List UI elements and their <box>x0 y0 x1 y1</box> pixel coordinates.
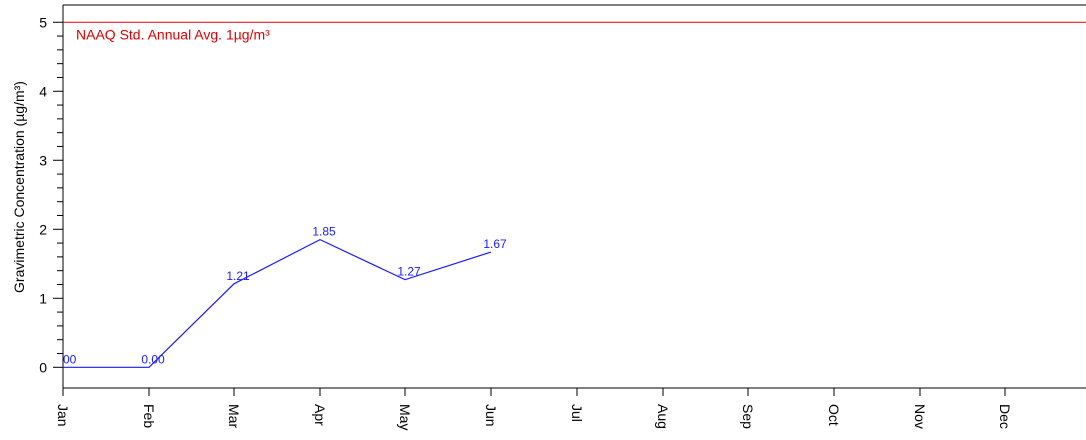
x-tick-label: Nov <box>912 404 928 429</box>
naaq-standard-label: NAAQ Std. Annual Avg. 1µg/m³ <box>76 26 270 42</box>
x-tick-label: Dec <box>997 404 1013 429</box>
data-label: 0.00 <box>141 352 165 366</box>
x-tick-label: Jan <box>55 404 71 427</box>
reference-line-group: NAAQ Std. Annual Avg. 1µg/m³ <box>63 21 1086 42</box>
axes: 0 1 2 3 4 5 Jan Feb Mar Apr May Jun Jul Aug Sep Oct Nov D… <box>39 4 1086 430</box>
x-tick-label: Jul <box>569 404 585 422</box>
series-group: 00 0.00 1.21 1.85 1.27 1.67 <box>63 225 507 368</box>
y-tick-label: 2 <box>39 221 47 237</box>
y-tick-label: 4 <box>39 83 47 99</box>
y-tick-label: 3 <box>39 152 47 168</box>
y-axis-title: Gravimetric Concentration (µg/m³) <box>11 81 27 293</box>
x-tick-label: Apr <box>312 404 328 426</box>
y-tick-label: 0 <box>39 359 47 375</box>
x-tick-label: Feb <box>141 404 157 428</box>
data-label: 1.21 <box>226 269 250 283</box>
x-tick-label: Sep <box>740 404 756 429</box>
y-tick-label: 5 <box>39 14 47 30</box>
y-tick-label: 1 <box>39 290 47 306</box>
x-tick-label: Oct <box>826 404 842 426</box>
data-label: 00 <box>63 352 77 366</box>
series-line <box>63 238 492 368</box>
x-tick-label: May <box>397 404 413 430</box>
x-tick-label: Jun <box>483 404 499 427</box>
x-tick-label: Aug <box>655 404 671 429</box>
data-label: 1.67 <box>483 237 507 251</box>
x-tick-label: Mar <box>226 404 242 428</box>
data-label: 1.27 <box>397 265 421 279</box>
data-label: 1.85 <box>312 225 336 239</box>
